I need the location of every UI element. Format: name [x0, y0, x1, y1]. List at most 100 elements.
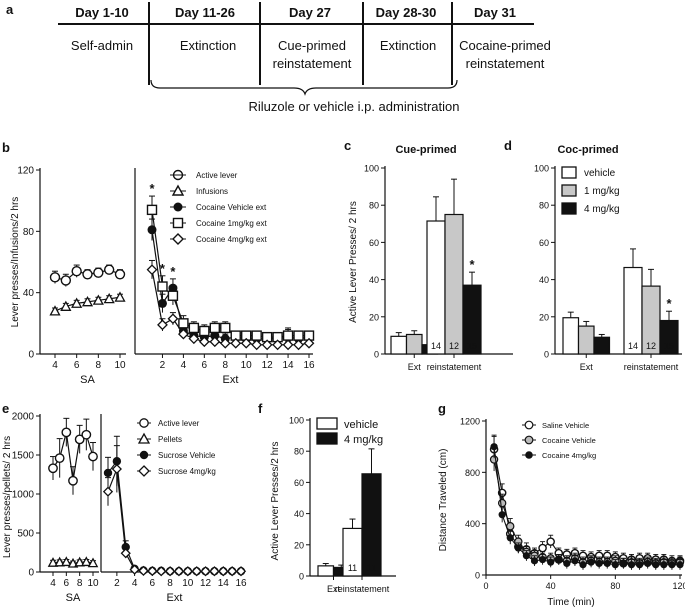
- x-tick-label: 8: [167, 578, 173, 589]
- data-point: [209, 336, 221, 348]
- x-tick-label: 4: [50, 578, 56, 589]
- phase-label: Extinction: [180, 38, 236, 53]
- x-tick-label: 6: [64, 578, 70, 589]
- data-point: [92, 294, 104, 305]
- data-point: [538, 543, 547, 553]
- phase-label: Self-admin: [71, 38, 133, 53]
- panel-e-ylabel: Lever presses/pellets/ 2 hrs: [2, 436, 13, 558]
- legend-label: 1 mg/kg: [584, 186, 620, 197]
- significance-star: *: [170, 264, 176, 279]
- data-point: [60, 275, 72, 286]
- x-tick-label: reinstatement: [335, 584, 390, 594]
- data-point: [74, 434, 85, 445]
- legend-item-cocaine-vehicle: Cocaine Vehicle: [522, 435, 596, 445]
- panel-g-series: [489, 434, 685, 570]
- data-point: [490, 443, 498, 451]
- x-tick-label: 14: [283, 360, 295, 371]
- phase-label: reinstatement: [466, 56, 545, 71]
- significance-star: *: [149, 181, 155, 196]
- data-point: [603, 559, 611, 568]
- data-point: [199, 325, 210, 337]
- data-point: [547, 558, 555, 566]
- data-point: [200, 566, 211, 577]
- data-point: [129, 564, 140, 575]
- panel-b-axes: 0 40 80 120 4 6 8 10 SA 2 4 6 8 10 12 14 16 Ext: [17, 166, 315, 387]
- data-point: [530, 557, 539, 565]
- legend-item-infusions: Infusions: [170, 184, 228, 196]
- x-tick-label: reinstatement: [624, 362, 679, 372]
- panel-d-legend: vehicle 1 mg/kg 4 mg/kg: [561, 166, 620, 215]
- series-line: [493, 449, 680, 562]
- x-tick-label: 8: [96, 360, 102, 371]
- data-point: [103, 292, 115, 304]
- legend-label: vehicle: [584, 168, 616, 179]
- data-point: [293, 330, 304, 341]
- legend-marker-icon: [139, 450, 149, 460]
- day-label: Day 31: [474, 5, 516, 20]
- data-point: [227, 566, 238, 577]
- segment-label: SA: [66, 592, 81, 604]
- legend-swatch-icon: [561, 184, 577, 197]
- legend-item-vehicle: vehicle: [561, 166, 616, 179]
- y-tick-label: 0: [299, 572, 304, 582]
- x-tick-label: 2: [160, 360, 166, 371]
- x-tick-label: 8: [77, 578, 83, 589]
- data-point: [498, 511, 506, 519]
- data-point: [198, 336, 210, 348]
- y-tick-label: 80: [23, 227, 35, 238]
- segment-label: Ext: [223, 374, 239, 386]
- panel-b-series: * * *: [49, 181, 315, 351]
- phase-label: reinstatement: [273, 56, 352, 71]
- panel-f-ylabel: Active Lever Presses/2 hrs: [270, 442, 281, 561]
- y-tick-label: 100: [289, 416, 304, 426]
- bar: [426, 220, 446, 355]
- data-point: [67, 557, 79, 568]
- y-tick-label: 20: [539, 312, 549, 322]
- x-tick-label: reinstatement: [427, 362, 482, 372]
- data-point: [522, 552, 531, 560]
- legend-item-cocaine-4mg: Cocaine 4mg/kg: [522, 451, 596, 460]
- x-tick-label: 16: [235, 578, 247, 589]
- panel-g-xlabel: Time (min): [547, 597, 594, 608]
- y-tick-label: 0: [28, 568, 34, 579]
- data-point: [272, 339, 284, 351]
- data-point: [173, 566, 185, 577]
- data-point: [514, 544, 522, 552]
- y-tick-label: 80: [539, 201, 549, 211]
- y-tick-label: 100: [364, 164, 379, 174]
- y-tick-label: 1000: [12, 490, 35, 501]
- timeline-dividers: [148, 2, 453, 85]
- bar: [462, 284, 482, 355]
- legend-label: Sucrose 4mg/kg: [158, 467, 216, 476]
- bar: [390, 335, 408, 355]
- data-point: [652, 561, 660, 569]
- panel-c-ylabel: Active Lever Presses/ 2 hrs: [348, 201, 359, 323]
- data-point: [219, 337, 231, 349]
- bar: [444, 213, 464, 355]
- x-tick-label: 12: [262, 360, 274, 371]
- y-tick-label: 60: [294, 478, 304, 488]
- x-tick-label: 120: [672, 581, 685, 591]
- data-point: [147, 565, 158, 577]
- segment-label: Ext: [167, 592, 183, 604]
- legend-marker-icon: [137, 432, 151, 444]
- y-tick-label: 60: [369, 238, 379, 248]
- data-point: [209, 322, 221, 334]
- legend-label: Cocaine Vehicle ext: [196, 203, 267, 212]
- data-point: [563, 559, 571, 568]
- data-point: [506, 522, 515, 531]
- data-point: [146, 204, 158, 216]
- legend-item-saline-vehicle: Saline Vehicle: [522, 420, 589, 430]
- bar-n-label: 11: [367, 563, 376, 573]
- panel-f-label: f: [258, 401, 263, 416]
- legend-label: Pellets: [158, 435, 182, 444]
- x-tick-label: 4: [52, 360, 58, 371]
- panel-g-label: g: [438, 401, 446, 416]
- data-point: [54, 453, 65, 464]
- x-tick-label: 12: [200, 578, 212, 589]
- y-tick-label: 0: [475, 571, 480, 581]
- legend-label: Cocaine 4mg/kg ext: [196, 235, 267, 244]
- y-tick-label: 1500: [12, 451, 35, 462]
- bar: [405, 333, 423, 355]
